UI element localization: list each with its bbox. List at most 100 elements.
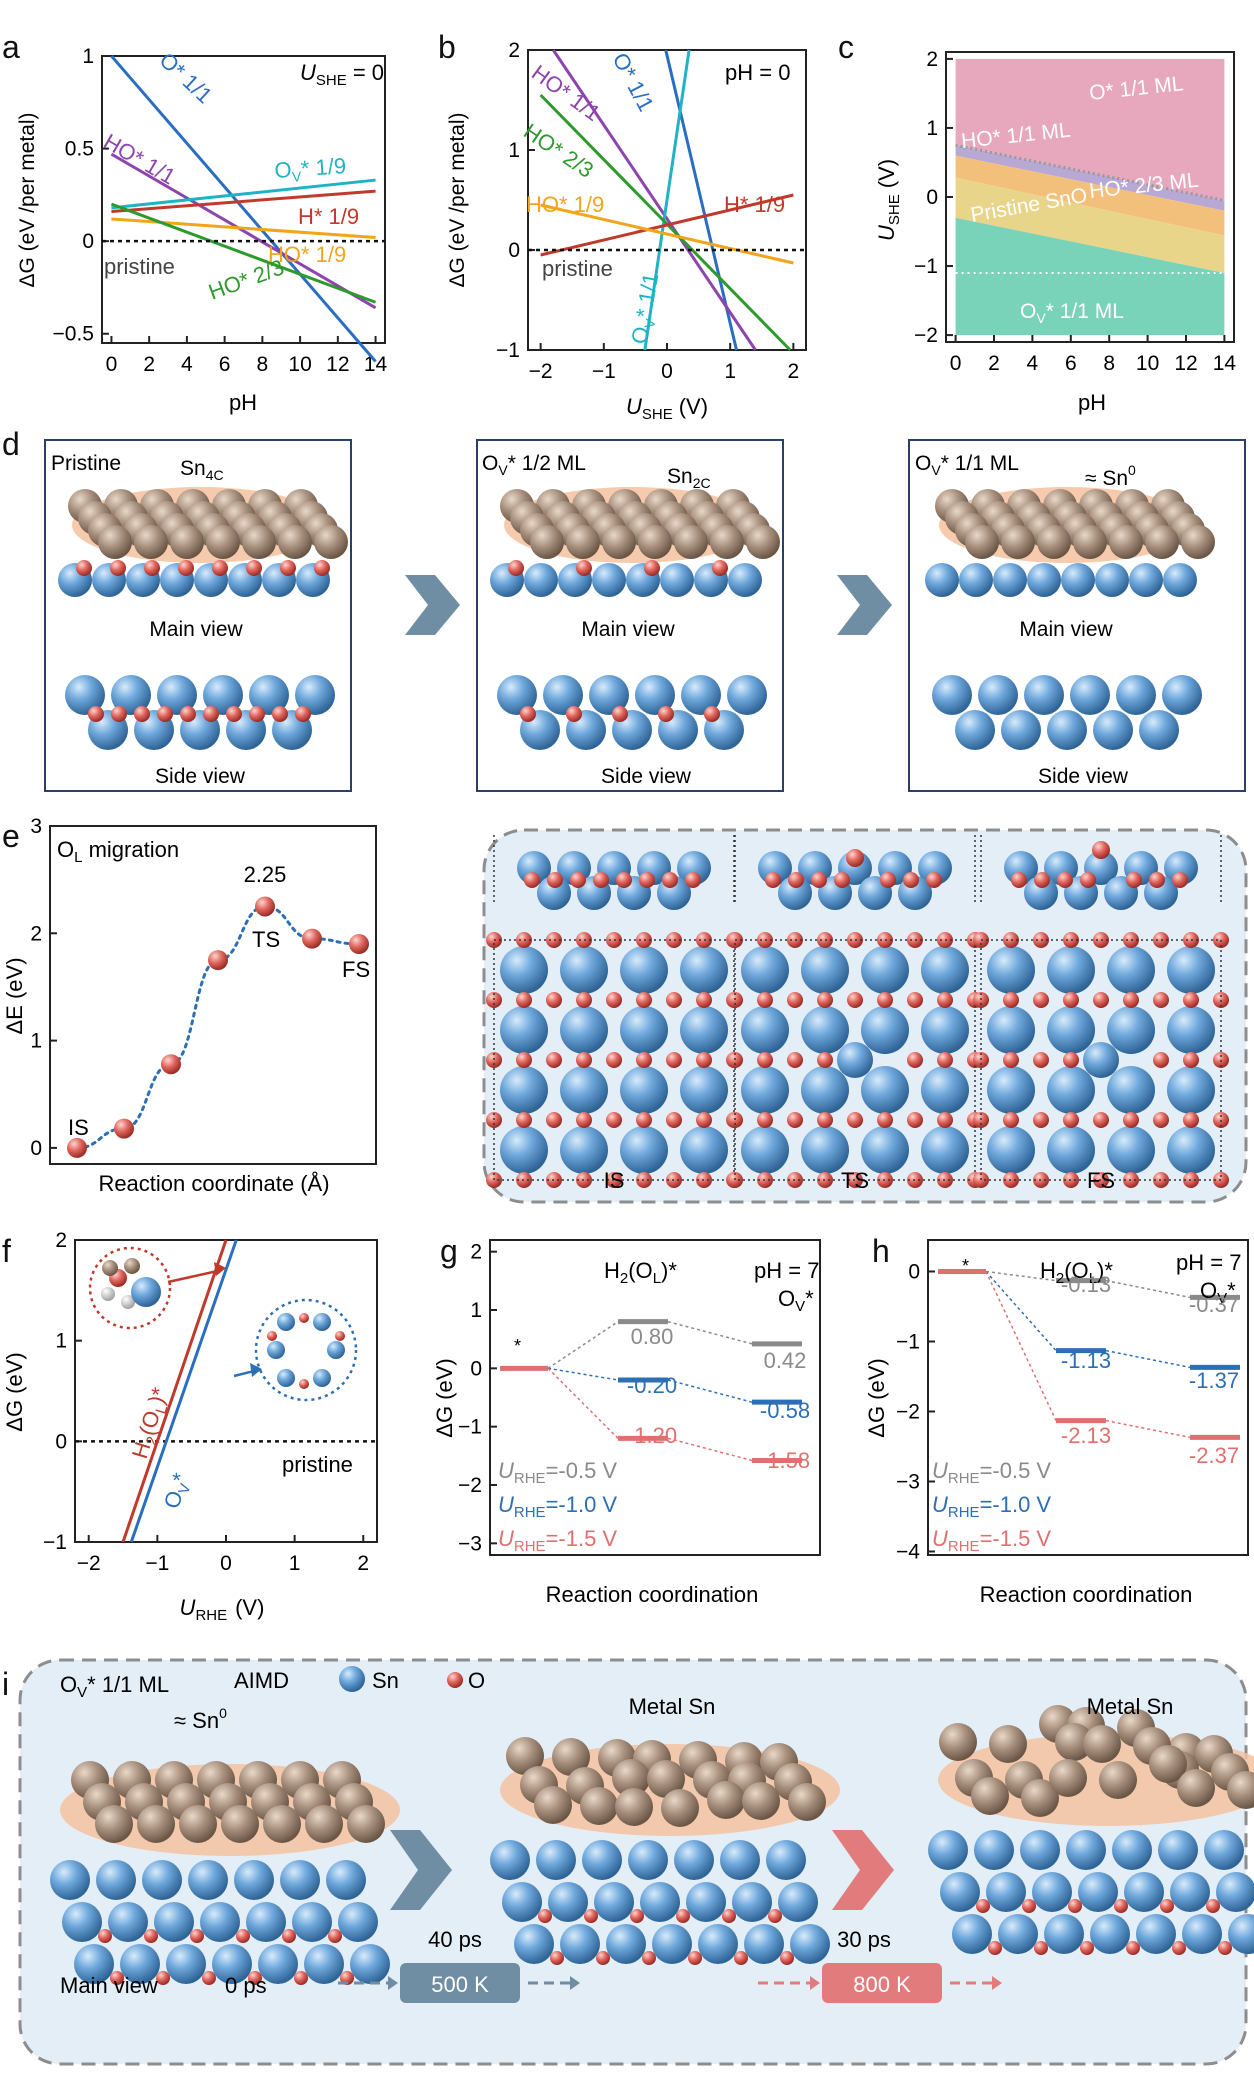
f-inset-ov: [254, 1298, 358, 1402]
sn-atom: [1116, 675, 1156, 715]
series-line: [540, 193, 794, 257]
sn-atom: [1099, 1761, 1137, 1799]
i-arrow-2: [832, 1830, 894, 1910]
sn-atom: [500, 1066, 548, 1114]
y-tick-label: 1: [30, 1030, 42, 1053]
i-slab-models: [50, 1705, 1254, 1985]
i-legend-sn: Sn: [372, 1668, 399, 1693]
o-atom: [110, 560, 126, 576]
panel-i-aimd: OV* 1/1 ML AIMD Sn O ≈ Sn0 Metal Sn Meta…: [18, 1658, 1254, 2066]
y-tick-label: −2: [896, 1401, 920, 1424]
sn-atom: [500, 1006, 548, 1054]
label-h-star: H* 1/9: [298, 204, 359, 229]
o-atom: [114, 1118, 134, 1139]
sn-atom: [635, 675, 675, 715]
sn-atom: [989, 1725, 1027, 1763]
region-pristine: [955, 177, 1225, 273]
sn-atom: [1024, 876, 1058, 910]
o-atom: [696, 1112, 712, 1128]
f-label-ov: OV*: [159, 1470, 197, 1513]
sn-atom: [741, 1066, 789, 1114]
sn-atom: [102, 1260, 118, 1276]
o-atom: [524, 872, 540, 888]
sn-atom: [157, 675, 197, 715]
o-atom: [1153, 1112, 1169, 1128]
x-tick-label: −2: [529, 360, 553, 383]
panel-g-ticks: −3 −2 −1 0 1 2: [458, 1241, 497, 1555]
panel-b-ticks: −2 −1 0 1 2 −1 0 1 2: [496, 39, 799, 383]
sn-atom: [1167, 1066, 1215, 1114]
sn-atom: [560, 1924, 600, 1964]
o-atom: [642, 1951, 656, 1965]
panel-b-condition: pH = 0: [725, 60, 790, 85]
o-atom: [817, 1052, 833, 1068]
y-tick-label: 1: [82, 45, 94, 68]
y-tick-label: 2: [55, 1229, 67, 1252]
connector: [667, 1320, 753, 1345]
f-inset-atoms: [101, 1258, 345, 1389]
connector: [985, 1271, 1057, 1421]
sn-atom: [350, 1944, 390, 1984]
o-atom: [299, 1379, 309, 1389]
o-atom: [546, 992, 562, 1008]
sn-atom: [1073, 525, 1107, 559]
o-atom: [907, 1052, 923, 1068]
sn-atom: [939, 1723, 977, 1761]
sn-atom: [62, 1902, 102, 1942]
panel-c-ylabel: USHE(V): [874, 159, 903, 241]
sn-atom: [677, 851, 711, 885]
o-atom: [780, 1951, 794, 1965]
sn-atom: [861, 1066, 909, 1114]
sn-atom: [1090, 1914, 1130, 1954]
sn-atom: [1027, 563, 1061, 597]
sn-atom: [212, 1944, 252, 1984]
sn-atom: [560, 1126, 608, 1174]
o-atom: [847, 992, 863, 1008]
connector: [667, 1437, 753, 1462]
region-boundary: [955, 143, 1225, 202]
i-metal-sn-2: Metal Sn: [1087, 1694, 1174, 1719]
sn-atom: [1216, 1872, 1254, 1912]
sn-atom: [1044, 1914, 1084, 1954]
o-atom: [190, 1929, 204, 1943]
panel-g-ylabel: ΔG (eV): [432, 1358, 457, 1437]
sn-atom: [277, 1369, 295, 1387]
sn-atom: [242, 525, 276, 559]
sn-atom: [680, 946, 728, 994]
sn-atom: [589, 675, 629, 715]
o-atom: [282, 1929, 296, 1943]
sn-atom: [1112, 1830, 1152, 1870]
sn-atom: [137, 1805, 175, 1843]
label-ho-star-19: HO* 1/9: [526, 192, 604, 217]
o-atom: [880, 872, 896, 888]
panel-e-ticks: 0 1 2 3: [30, 815, 57, 1160]
h-star: *: [962, 1256, 969, 1276]
sn-atom: [1078, 1872, 1118, 1912]
panel-f-xlabel: URHE (V): [180, 1595, 265, 1624]
y-tick-label: 1: [55, 1330, 67, 1353]
f-arrow-h2ol: [167, 1268, 223, 1284]
y-tick-label: 3: [30, 815, 42, 838]
d-labels: Pristine Sn4C Main view Side view OV* 1/…: [51, 452, 1136, 788]
o-atom: [1057, 872, 1073, 888]
panel-letter-b: b: [438, 29, 456, 65]
sn-atom: [1037, 525, 1071, 559]
sn-atom: [1047, 710, 1087, 750]
sn-atom: [742, 1782, 780, 1820]
i-t0: 0 ps: [225, 1973, 267, 1998]
o-atom: [1172, 1941, 1186, 1955]
sn-atom: [788, 1783, 826, 1821]
series-line: [664, 49, 738, 351]
x-tick-label: 0: [661, 360, 673, 383]
y-tick-label: −3: [458, 1532, 482, 1555]
sn-atom: [686, 1882, 726, 1922]
h-header-ph: pH = 7: [1176, 1250, 1241, 1275]
y-tick-label: 0: [908, 1261, 920, 1284]
sn-atom: [1109, 525, 1143, 559]
o-atom: [178, 560, 194, 576]
o-atom: [88, 706, 104, 722]
sn-atom: [932, 675, 972, 715]
o-atom: [937, 1052, 953, 1068]
